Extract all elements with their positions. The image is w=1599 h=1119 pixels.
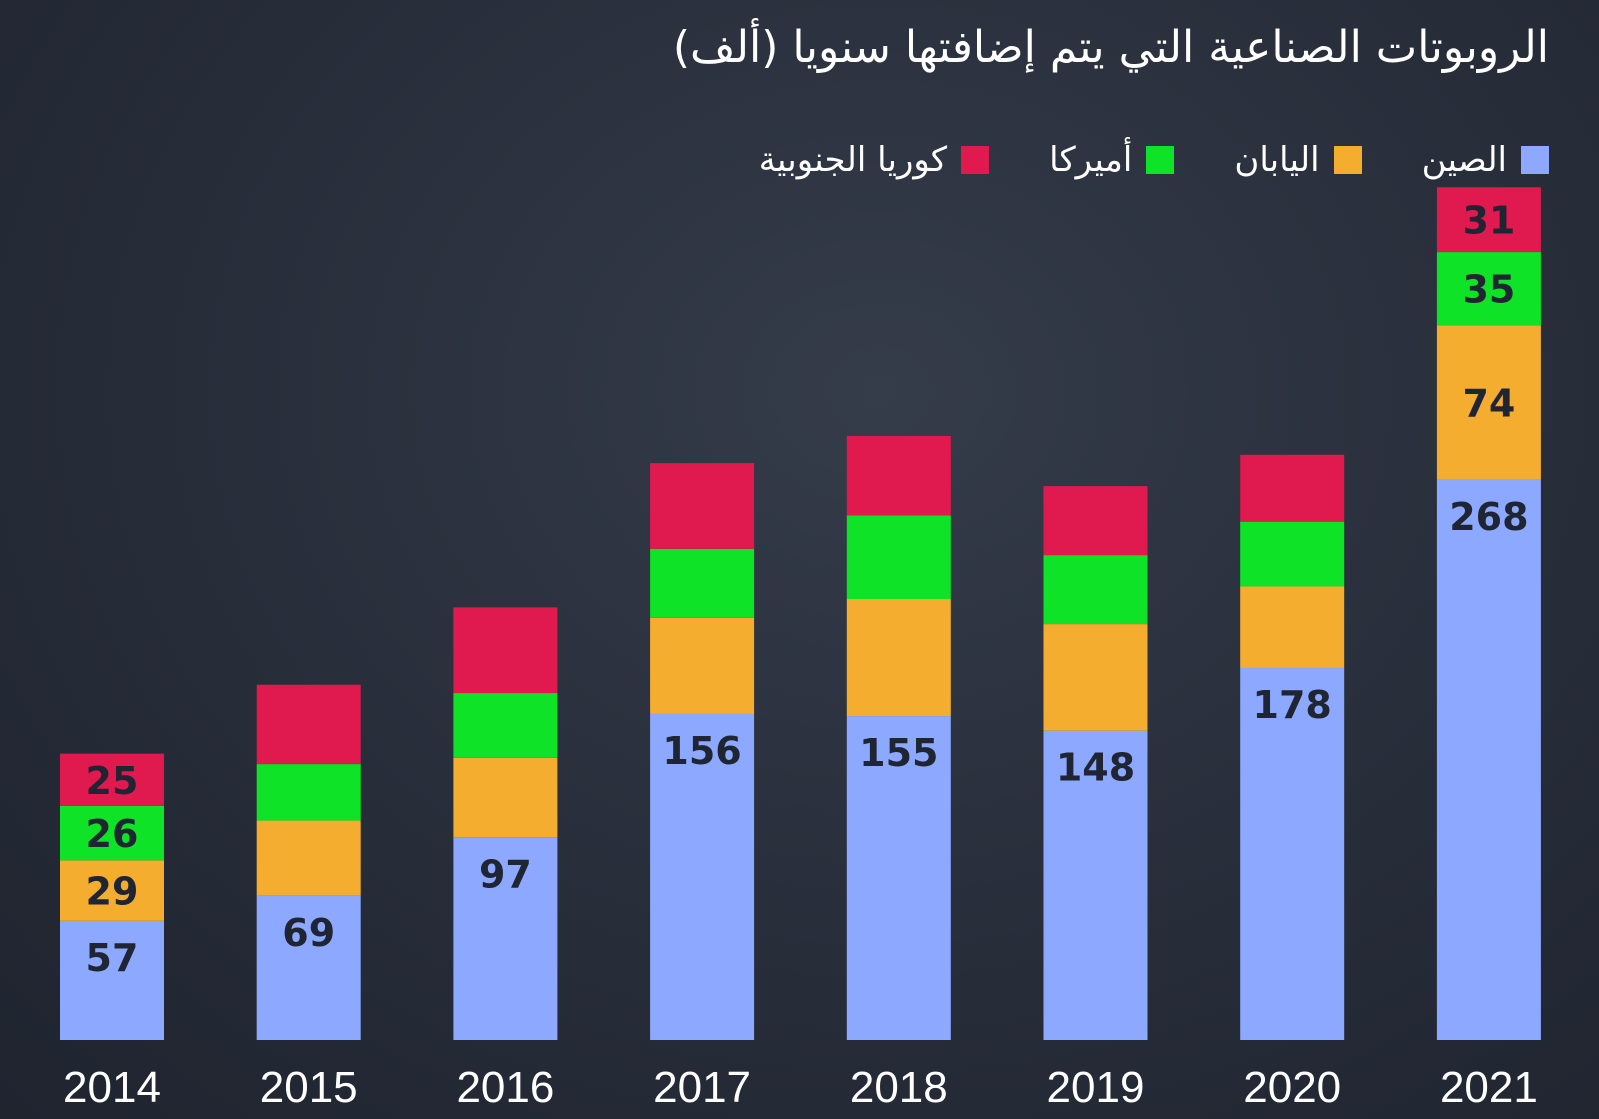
bar-segment (1043, 486, 1148, 556)
bar-segment (846, 599, 951, 717)
data-label: 29 (86, 870, 139, 914)
legend-swatch (961, 146, 990, 174)
data-label: 31 (1462, 199, 1515, 243)
legend-item-china: الصين (1422, 140, 1549, 180)
bar-segment (1240, 454, 1345, 522)
legend-label: اليابان (1234, 140, 1320, 180)
data-label: 35 (1462, 268, 1515, 312)
bar-segment (846, 515, 951, 600)
bar-segment (1240, 521, 1345, 587)
data-label: 155 (859, 731, 938, 775)
bar-segment (256, 895, 361, 1040)
bar-segment (453, 837, 558, 1040)
bar-segment (453, 757, 558, 838)
bar-segment (256, 684, 361, 765)
x-tick-label: 2016 (456, 1063, 554, 1112)
bar-segment (256, 764, 361, 821)
data-label: 69 (282, 911, 335, 955)
bar-segment (256, 820, 361, 896)
bar-segment (60, 753, 164, 806)
bar-segment (60, 920, 164, 1040)
bar-segment (650, 463, 755, 549)
bar-segment (1240, 667, 1345, 1040)
x-tick-label: 2015 (260, 1063, 358, 1112)
bar-segment (1240, 586, 1345, 668)
x-tick-label: 2021 (1440, 1063, 1538, 1112)
legend-swatch (1333, 146, 1362, 174)
legend-swatch (1146, 146, 1175, 174)
legend-label: أميركا (1049, 140, 1133, 180)
x-tick-label: 2014 (63, 1063, 161, 1112)
data-label: 268 (1449, 495, 1528, 539)
data-label: 97 (479, 852, 532, 896)
bar-segment (650, 713, 755, 1040)
bar-segment (1436, 325, 1541, 480)
bar-segment (1043, 555, 1148, 625)
data-label: 74 (1462, 382, 1515, 426)
data-label: 148 (1056, 746, 1135, 790)
bar-segment (846, 716, 951, 1040)
bar-segment (453, 607, 558, 694)
legend-item-japan: اليابان (1234, 140, 1362, 180)
legend-item-usa: أميركا (1049, 140, 1175, 180)
data-label: 178 (1253, 683, 1332, 727)
bar-segment (650, 548, 755, 618)
bar-segment (60, 805, 164, 861)
x-tick-label: 2017 (653, 1063, 751, 1112)
data-label: 26 (86, 812, 139, 856)
bar-segment (1436, 479, 1541, 1040)
bar-segment (453, 693, 558, 758)
data-label: 156 (662, 729, 741, 773)
bar-segment (1436, 252, 1541, 326)
legend-item-south-korea: كوريا الجنوبية (758, 140, 990, 180)
legend: الصين اليابان أميركا كوريا الجنوبية (759, 140, 1549, 180)
legend-label: الصين (1421, 140, 1507, 180)
bar-segment (1043, 624, 1148, 731)
bar-segment (1043, 730, 1148, 1040)
data-label: 57 (86, 936, 139, 980)
bar-segment (650, 617, 755, 714)
bar-segment (846, 435, 951, 516)
legend-label: كوريا الجنوبية (758, 140, 948, 180)
chart-title: الروبوتات الصناعية التي يتم إضافتها سنوي… (672, 22, 1549, 73)
bar-segment (1436, 187, 1541, 253)
x-tick-label: 2019 (1047, 1063, 1145, 1112)
bar-segment (60, 860, 164, 921)
legend-swatch (1521, 146, 1549, 174)
x-tick-label: 2018 (850, 1063, 948, 1112)
x-tick-label: 2020 (1243, 1063, 1341, 1112)
data-label: 25 (86, 759, 139, 803)
